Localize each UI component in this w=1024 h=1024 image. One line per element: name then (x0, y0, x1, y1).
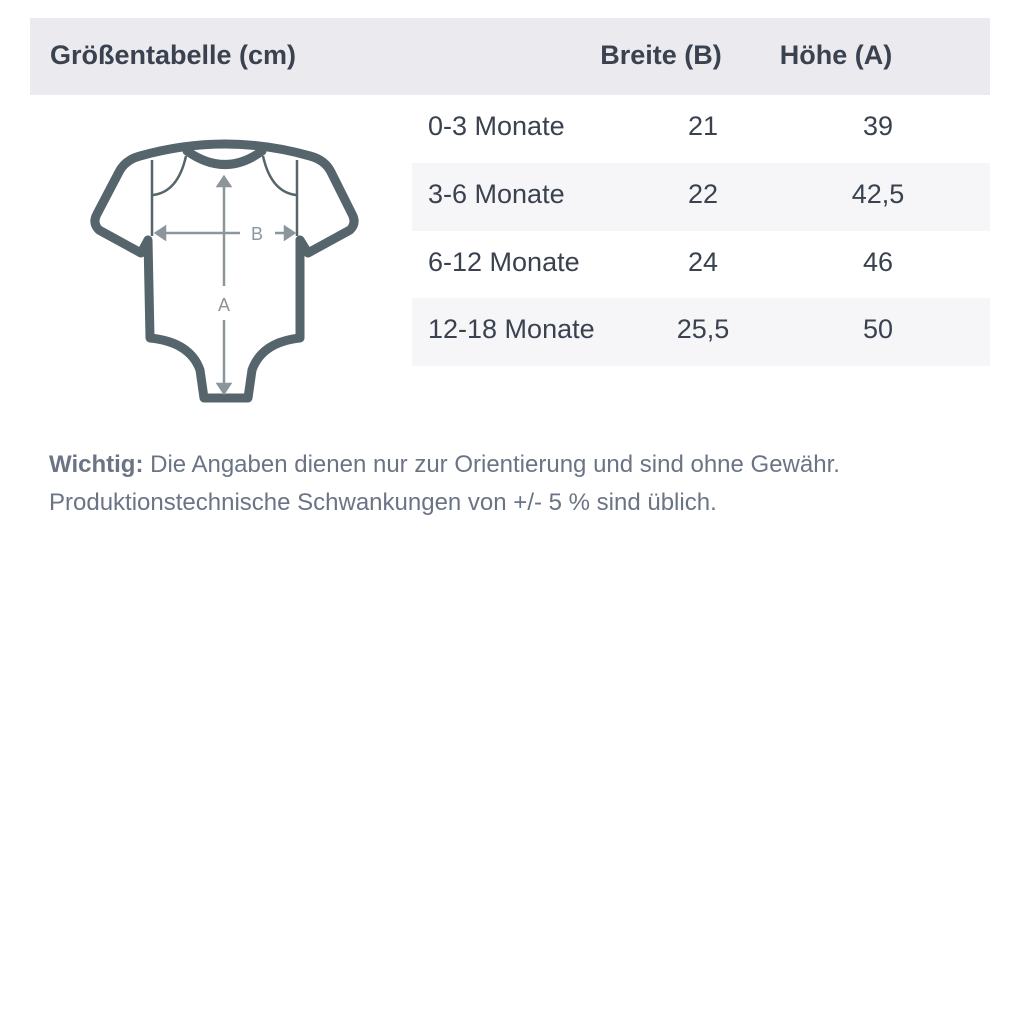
label-a: A (218, 295, 230, 315)
height-cell: 42,5 (851, 179, 905, 209)
table-row: 12-18 Monate 25,5 50 (412, 298, 990, 366)
table-row: 6-12 Monate 24 46 (412, 231, 990, 299)
table-row: 3-6 Monate 22 42,5 (412, 163, 990, 231)
page-title: Größentabelle (cm) (50, 40, 297, 70)
height-cell: 46 (862, 247, 894, 277)
measure-arrows-icon (153, 174, 297, 396)
note-line-1: Die Angaben dienen nur zur Orientierung … (150, 451, 840, 478)
size-cell: 0-3 Monate (428, 111, 565, 141)
disclaimer-note: Wichtig: Die Angaben dienen nur zur Orie… (49, 446, 840, 522)
label-b: B (251, 224, 263, 244)
note-label: Wichtig: (49, 451, 144, 478)
size-cell: 12-18 Monate (428, 314, 595, 344)
width-cell: 25,5 (676, 314, 730, 344)
height-cell: 50 (862, 314, 894, 344)
note-line-2: Produktionstechnische Schwankungen von +… (49, 489, 717, 516)
size-cell: 3-6 Monate (428, 179, 565, 209)
size-cell: 6-12 Monate (428, 247, 580, 277)
table-header: Größentabelle (cm) Breite (B) Höhe (A) (30, 18, 990, 95)
bodysuit-outline-icon (90, 139, 359, 403)
width-cell: 24 (687, 247, 719, 277)
table-row: 0-3 Monate 21 39 (412, 95, 990, 163)
width-cell: 22 (687, 179, 719, 209)
bodysuit-diagram: B A (90, 139, 359, 403)
height-cell: 39 (862, 111, 894, 141)
column-header-width: Breite (B) (600, 40, 722, 70)
width-cell: 21 (687, 111, 719, 141)
column-header-height: Höhe (A) (779, 40, 893, 70)
